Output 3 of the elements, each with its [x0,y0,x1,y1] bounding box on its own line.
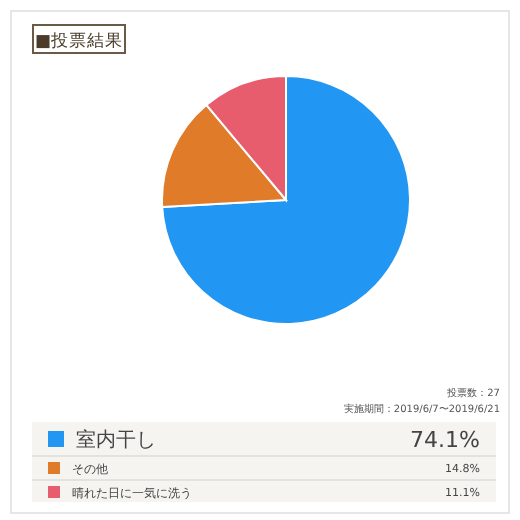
chart-title: ■投票結果 [34,30,124,52]
legend-label: 室内干し [76,428,156,452]
data-label: 74.1% [410,427,480,453]
